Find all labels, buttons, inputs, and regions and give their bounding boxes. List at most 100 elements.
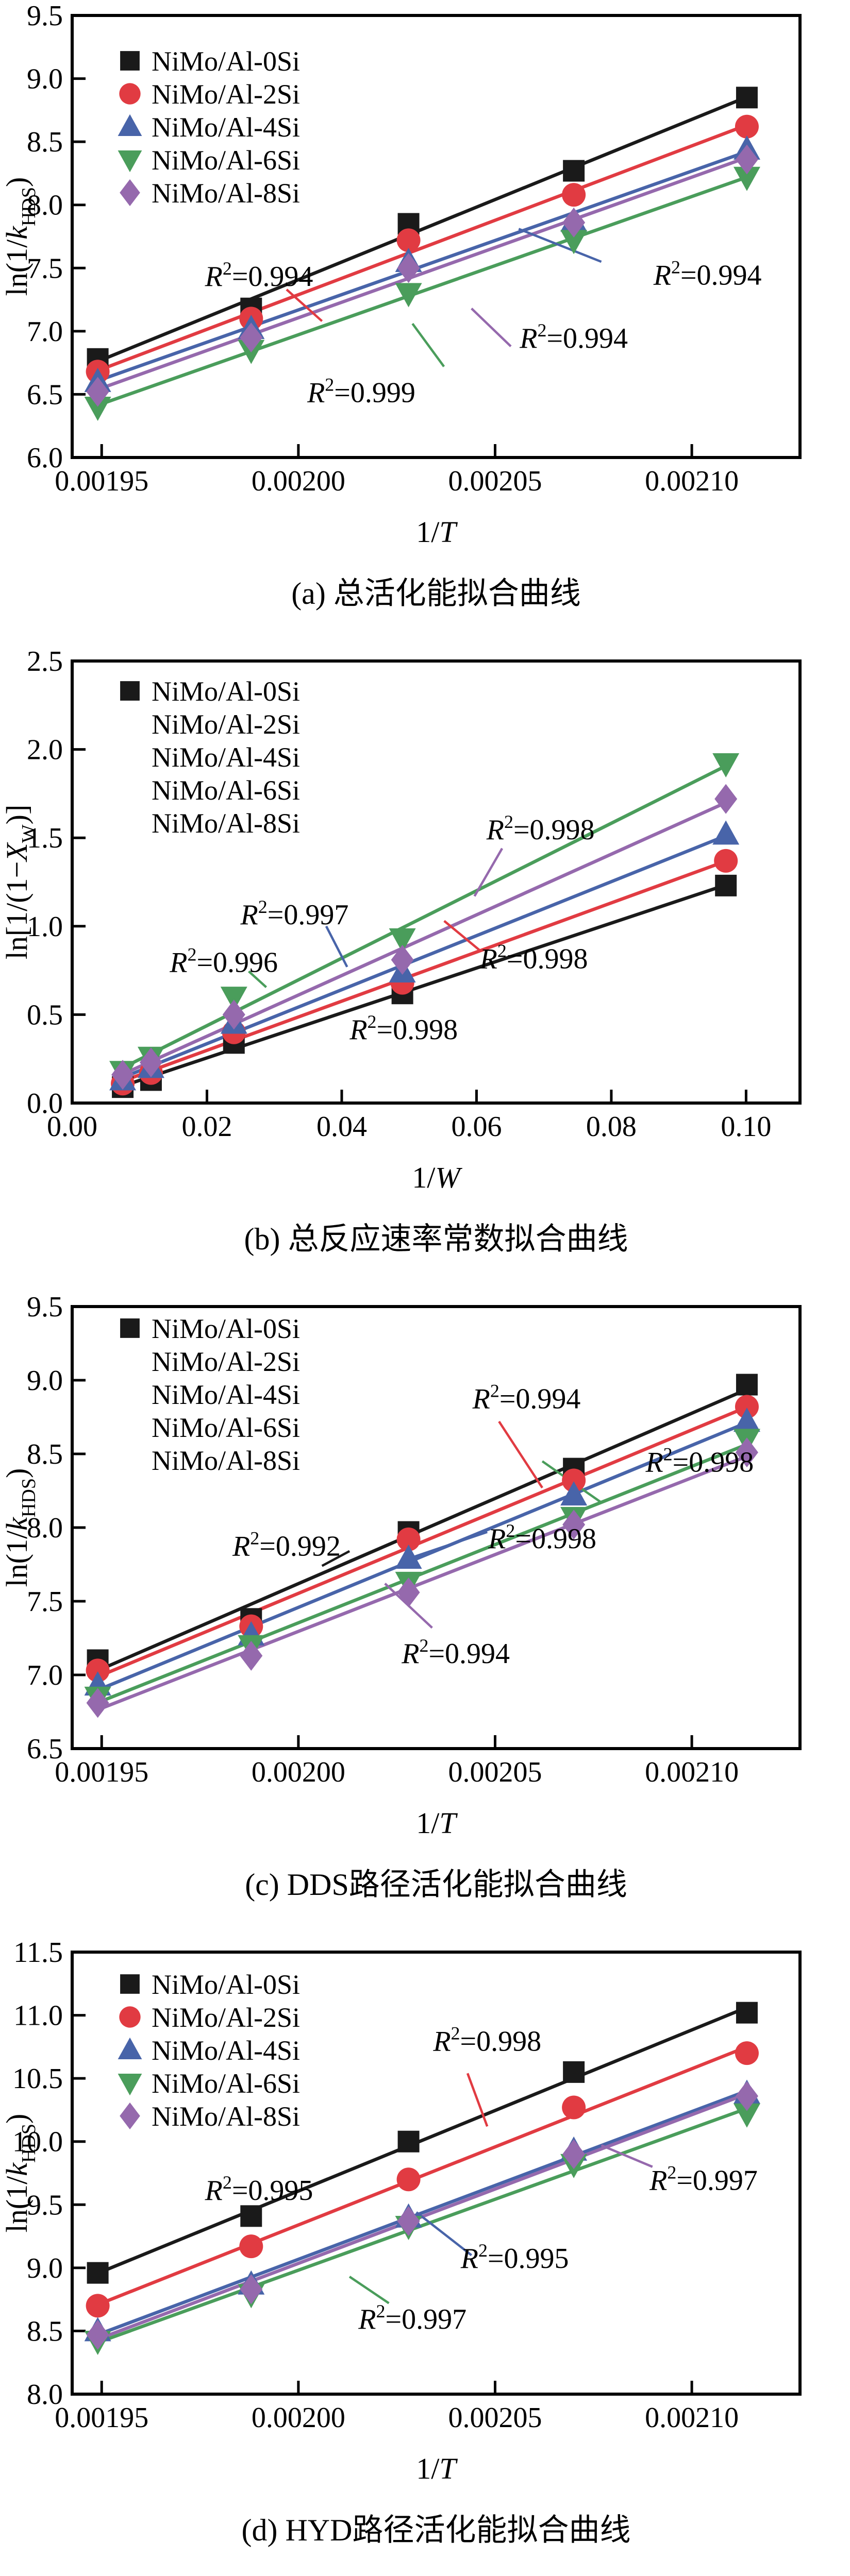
y-tick-label: 9.0 [27, 63, 63, 95]
y-tick-label: 8.0 [27, 2379, 63, 2411]
r2-annotation: R2=0.998 [432, 2023, 541, 2058]
r2-annotation: R2=0.994 [653, 257, 762, 292]
annotation-pointer [321, 1550, 351, 1567]
marker-NiMo/Al-2Si [396, 228, 421, 252]
marker-NiMo/Al-2Si [396, 1527, 421, 1551]
r2-annotation: R2=0.994 [472, 1380, 581, 1415]
annotation-pointer [415, 2211, 473, 2257]
subplot-b-chart: 0.00 0.02 0.04 0.06 0.08 0.10 0.0 0.5 1.0 1.5 2.0 2… [0, 646, 850, 1291]
r2-annotation: R2=0.994 [401, 1635, 510, 1670]
marker-NiMo/Al-2Si [396, 2167, 421, 2192]
annotation-pointer [348, 2276, 390, 2304]
fit-line-NiMo/Al-6Si [97, 2107, 748, 2344]
black-legend-marker-icon [120, 1318, 140, 1338]
marker-NiMo/Al-8Si [397, 1577, 420, 1607]
marker-NiMo/Al-6Si [220, 987, 247, 1011]
marker-NiMo/Al-0Si [736, 2002, 758, 2024]
r2-annotation: R2=0.999 [307, 375, 415, 409]
green-legend-marker-icon [118, 2074, 142, 2096]
fit-line-NiMo/Al-6Si [97, 175, 748, 407]
marker-NiMo/Al-8Si [86, 2319, 109, 2350]
annotation-pointer [601, 2144, 653, 2168]
y-tick-label: 8.0 [27, 190, 63, 222]
legend-item: NiMo/Al-2Si [152, 709, 300, 740]
x-axis-title: 1/T [416, 1806, 458, 1840]
marker-NiMo/Al-8Si [735, 1437, 758, 1468]
legend-label: NiMo/Al-6Si [152, 1412, 300, 1443]
legend-item: NiMo/Al-8Si [152, 1445, 300, 1476]
legend-label: NiMo/Al-2Si [152, 709, 300, 740]
fit-line-NiMo/Al-8Si [97, 1454, 748, 1711]
marker-NiMo/Al-6Si [712, 753, 740, 778]
blue-legend-marker-icon [118, 2037, 142, 2059]
marker-NiMo/Al-2Si [714, 849, 738, 873]
marker-NiMo/Al-6Si [389, 928, 416, 953]
subplot-caption: (b) 总反应速率常数拟合曲线 [244, 1222, 628, 1256]
legend-label: NiMo/Al-4Si [152, 112, 300, 143]
marker-NiMo/Al-2Si [86, 1658, 110, 1683]
plot-frame [71, 1951, 802, 2396]
r2-annotation: R2=0.996 [169, 944, 278, 978]
r2-annotation: R2=0.998 [349, 1011, 458, 1046]
subplot-caption: (a) 总活化能拟合曲线 [291, 577, 581, 611]
x-tick-label: 0.00 [47, 1111, 97, 1143]
legend-label: NiMo/Al-0Si [152, 1313, 300, 1344]
fit-line-NiMo/Al-0Si [97, 95, 748, 363]
marker-NiMo/Al-2Si [562, 1468, 586, 1493]
marker-NiMo/Al-4Si [560, 1481, 588, 1506]
marker-NiMo/Al-2Si [735, 2041, 759, 2065]
y-tick-label: 6.5 [27, 379, 63, 411]
legend-item: NiMo/Al-6Si [118, 145, 300, 176]
black-legend-marker-icon [120, 1974, 140, 1994]
x-tick-label: 0.00200 [252, 2402, 345, 2434]
legend-item: NiMo/Al-0Si [120, 1313, 300, 1344]
y-tick-label: 9.0 [27, 2252, 63, 2284]
plot-frame [71, 1305, 802, 1750]
y-axis-title: ln(1/kHDS) [0, 1468, 40, 1587]
marker-NiMo/Al-8Si [391, 945, 414, 975]
y-axis-title: ln(1/kHDS) [0, 177, 40, 296]
y-tick-label: 7.0 [27, 1659, 63, 1691]
purple-legend-marker-icon [120, 179, 140, 207]
x-tick-label: 0.00210 [645, 2402, 739, 2434]
legend-label: NiMo/Al-4Si [152, 1379, 300, 1410]
legend-item: NiMo/Al-8Si [120, 2101, 300, 2132]
marker-NiMo/Al-8Si [86, 377, 109, 407]
annotation-pointer [518, 228, 602, 263]
marker-NiMo/Al-8Si [222, 999, 245, 1030]
r2-annotation: R2=0.997 [358, 2301, 466, 2335]
y-tick-label: 0.5 [27, 999, 63, 1031]
annotation-pointer [498, 1420, 543, 1489]
blue-legend-marker-icon [118, 114, 142, 136]
legend-label: NiMo/Al-2Si [152, 1346, 300, 1377]
y-tick-label: 1.5 [27, 822, 63, 854]
r2-annotation: R2=0.992 [232, 1528, 341, 1562]
marker-NiMo/Al-4Si [733, 1408, 760, 1432]
fit-line-NiMo/Al-2Si [97, 2045, 748, 2307]
marker-NiMo/Al-8Si [111, 1060, 135, 1090]
r2-annotation: R2=0.994 [519, 320, 628, 354]
fit-line-NiMo/Al-4Si [97, 1421, 748, 1692]
annotation-pointer [473, 848, 504, 897]
x-tick-label: 0.08 [586, 1111, 637, 1143]
annotation-pointer [404, 1531, 488, 1562]
y-axis-title: ln(1/kHDS) [0, 2114, 40, 2233]
y-tick-label: 10.5 [12, 2063, 63, 2095]
marker-NiMo/Al-8Si [240, 323, 263, 353]
legend-item: NiMo/Al-4Si [118, 2035, 300, 2066]
legend-item: NiMo/Al-8Si [120, 178, 300, 209]
marker-NiMo/Al-2Si [735, 1395, 759, 1419]
fit-line-NiMo/Al-4Si [97, 2089, 748, 2336]
r2-annotation: R2=0.998 [486, 811, 595, 846]
legend-label: NiMo/Al-8Si [152, 808, 300, 839]
y-tick-label: 8.5 [27, 1438, 63, 1470]
y-tick-label: 0.0 [27, 1088, 63, 1120]
annotation-pointer [325, 925, 348, 968]
marker-NiMo/Al-8Si [714, 784, 738, 814]
subplot-c-chart: 0.00195 0.00200 0.00205 0.00210 6.5 7.0 7.5 8.0… [0, 1291, 850, 1937]
plot-frame [71, 659, 802, 1105]
legend-item: NiMo/Al-2Si [119, 79, 300, 110]
x-tick-label: 0.02 [181, 1111, 232, 1143]
r2-annotation: R2=0.994 [205, 258, 313, 293]
y-tick-label: 10.0 [12, 2126, 63, 2158]
